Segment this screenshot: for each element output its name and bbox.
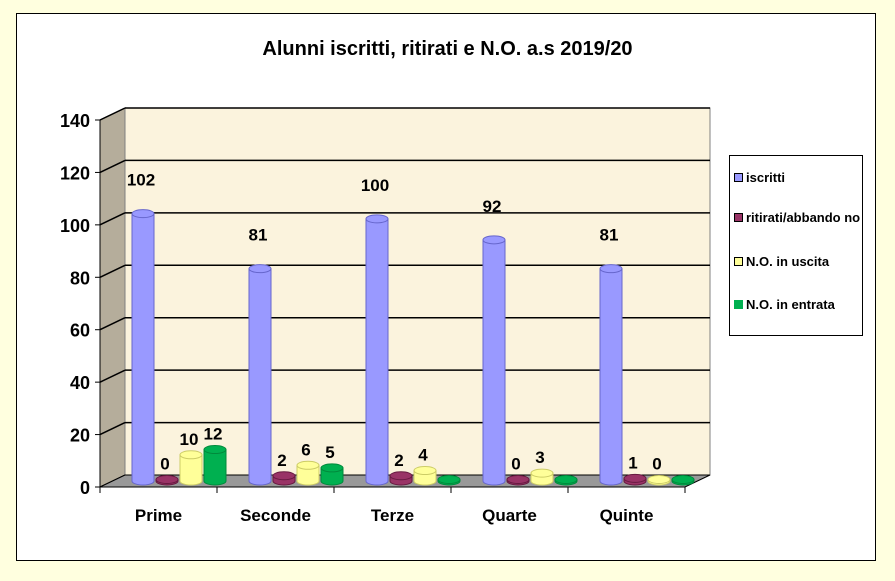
legend: iscritti ritirati/abbando no N.O. in usc… bbox=[729, 155, 863, 336]
svg-text:0: 0 bbox=[80, 478, 90, 498]
bar-iscritti bbox=[482, 235, 506, 486]
legend-item-iscritti: iscritti bbox=[734, 170, 864, 186]
svg-text:12: 12 bbox=[204, 425, 223, 444]
svg-text:2: 2 bbox=[394, 451, 403, 470]
svg-text:0: 0 bbox=[652, 455, 661, 474]
svg-text:Terze: Terze bbox=[371, 506, 414, 525]
svg-text:80: 80 bbox=[70, 268, 90, 288]
svg-text:120: 120 bbox=[60, 163, 90, 183]
legend-label: N.O. in uscita bbox=[746, 254, 830, 269]
legend-swatch-icon bbox=[734, 213, 743, 222]
svg-text:4: 4 bbox=[418, 446, 428, 465]
svg-text:10: 10 bbox=[180, 430, 199, 449]
bar-N-O--in-uscita bbox=[179, 450, 203, 486]
bar-N-O--in-uscita bbox=[413, 466, 437, 486]
bar-N-O--in-entrata bbox=[437, 475, 461, 486]
bar-N-O--in-uscita bbox=[530, 468, 554, 486]
svg-text:2: 2 bbox=[277, 451, 286, 470]
svg-text:60: 60 bbox=[70, 321, 90, 341]
svg-text:20: 20 bbox=[70, 426, 90, 446]
svg-text:0: 0 bbox=[160, 455, 169, 474]
bar-iscritti bbox=[365, 214, 389, 486]
svg-text:81: 81 bbox=[600, 226, 619, 245]
svg-text:100: 100 bbox=[361, 176, 389, 195]
svg-text:1: 1 bbox=[628, 453, 637, 472]
svg-text:Quarte: Quarte bbox=[482, 506, 537, 525]
svg-text:6: 6 bbox=[301, 440, 310, 459]
svg-text:3: 3 bbox=[535, 448, 544, 467]
bar-N-O--in-entrata bbox=[554, 475, 578, 486]
legend-item-ritirati: ritirati/abbando no bbox=[734, 210, 864, 226]
legend-label: iscritti bbox=[746, 170, 786, 185]
bar-N-O--in-entrata bbox=[203, 445, 227, 486]
legend-label: N.O. in entrata bbox=[746, 297, 835, 312]
svg-text:102: 102 bbox=[127, 171, 155, 190]
bar-ritirati-abbandono bbox=[155, 475, 179, 486]
legend-label: ritirati/abbando no bbox=[746, 210, 861, 225]
svg-text:81: 81 bbox=[249, 226, 268, 245]
legend-swatch-icon bbox=[734, 257, 743, 266]
bar-ritirati-abbandono bbox=[506, 475, 530, 486]
bar-ritirati-abbandono bbox=[389, 471, 413, 486]
bar-iscritti bbox=[131, 209, 155, 486]
chart-title: Alunni iscritti, ritirati e N.O. a.s 201… bbox=[262, 38, 633, 60]
svg-text:92: 92 bbox=[483, 197, 502, 216]
svg-text:100: 100 bbox=[60, 216, 90, 236]
bar-N-O--in-entrata bbox=[320, 463, 344, 486]
bar-iscritti bbox=[599, 264, 623, 486]
legend-item-no-uscita: N.O. in uscita bbox=[734, 254, 864, 270]
svg-text:140: 140 bbox=[60, 111, 90, 131]
svg-text:5: 5 bbox=[325, 443, 334, 462]
bar-ritirati-abbandono bbox=[272, 471, 296, 486]
svg-text:0: 0 bbox=[511, 455, 520, 474]
legend-swatch-icon bbox=[734, 300, 743, 309]
svg-text:40: 40 bbox=[70, 373, 90, 393]
bar-N-O--in-entrata bbox=[671, 475, 695, 486]
svg-text:Prime: Prime bbox=[135, 506, 182, 525]
svg-text:Quinte: Quinte bbox=[600, 506, 654, 525]
bar-N-O--in-uscita bbox=[647, 475, 671, 486]
legend-item-no-entrata: N.O. in entrata bbox=[734, 297, 864, 313]
bar-ritirati-abbandono bbox=[623, 473, 647, 486]
bar-iscritti bbox=[248, 264, 272, 486]
bar-N-O--in-uscita bbox=[296, 460, 320, 486]
legend-swatch-icon bbox=[734, 173, 743, 182]
svg-text:Seconde: Seconde bbox=[240, 506, 311, 525]
